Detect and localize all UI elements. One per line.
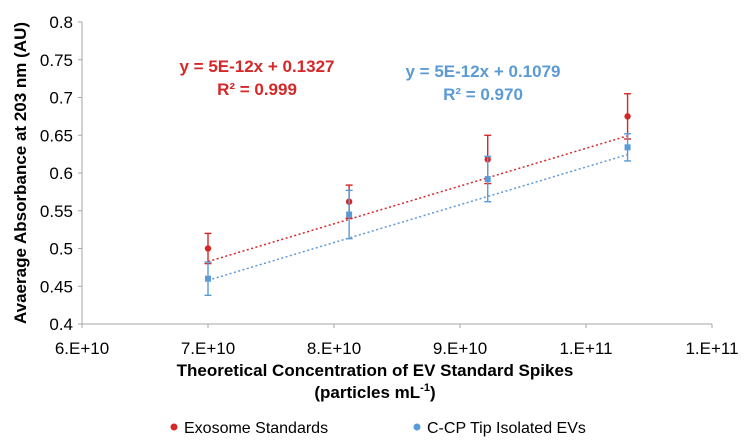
legend: Exosome Standards C-CP Tip Isolated EVs [170,420,586,437]
y-tick-label: 0.55 [40,202,73,221]
legend-label-exosome: Exosome Standards [184,420,328,437]
y-tick-label: 0.45 [40,277,73,296]
legend-marker-ccp [413,423,421,431]
series-layer [204,93,632,297]
x-tick-label: 9.E+10 [433,339,487,358]
y-tick-label: 0.7 [49,89,73,108]
trendline-r2-ccp: R² = 0.970 [443,85,523,104]
trendline-equation-ccp: y = 5E-12x + 0.1079 [405,62,560,81]
y-tick-label: 0.6 [49,164,73,183]
y-tick-label: 0.8 [49,13,73,32]
data-point [204,245,212,252]
series-0 [204,93,632,265]
data-point [484,176,491,183]
axes: 0.4 0.45 0.5 0.55 0.6 0.65 0.7 0.75 0.8 6.E+10 7.E… [40,13,739,358]
series-1 [204,133,632,297]
legend-label-ccp: C-CP Tip Isolated EVs [427,420,586,437]
data-point [205,275,211,282]
data-point [624,144,631,151]
x-tick-label: 8.E+10 [307,339,361,358]
y-tick-label: 0.75 [40,51,73,70]
y-axis-title: Avaerage Absorbance at 203 nm (AU) [11,22,30,324]
trendline [207,153,628,282]
x-tick-label: 7.E+10 [181,339,235,358]
trendline-equation-exosome: y = 5E-12x + 0.1327 [179,57,334,76]
y-tick-label: 0.4 [49,315,73,334]
x-axis-title-line2: (particles mL-1) [314,382,435,402]
x-tick-label: 1.E+11 [559,339,612,358]
x-axis-title-close: ) [430,383,436,402]
y-tick-label: 0.5 [49,240,73,259]
x-axis-title-unit: (particles mL [314,383,420,402]
data-point [624,113,631,120]
trendline-r2-exosome: R² = 0.999 [217,80,297,99]
x-tick-label: 6.E+10 [55,339,109,358]
x-axis-title-superscript: -1 [420,382,430,394]
x-tick-label: 1.E+11 [685,339,738,358]
x-axis-title-line1: Theoretical Concentration of EV Standard… [177,361,574,380]
y-tick-label: 0.65 [40,126,73,145]
legend-marker-exosome [170,423,178,431]
data-point [346,211,353,218]
trendline [207,135,628,263]
